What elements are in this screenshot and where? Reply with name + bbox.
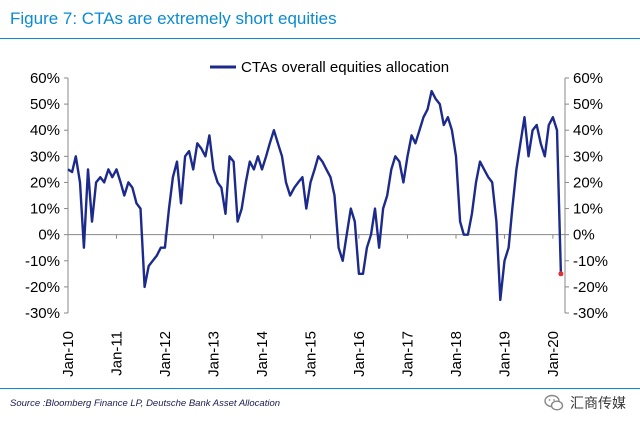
x-tick-label: Jan-10 (60, 331, 77, 377)
y-tick-label: 60% (30, 70, 60, 87)
x-tick-label: Jan-12 (157, 331, 174, 377)
latest-point (558, 271, 564, 277)
y-tick-label: -20% (25, 279, 60, 296)
x-tick-label: Jan-16 (351, 331, 368, 377)
y-tick-label-right: -10% (573, 253, 608, 270)
y-tick-label: 50% (30, 96, 60, 113)
series-group (67, 89, 564, 302)
page-title: Figure 7: CTAs are extremely short equit… (10, 9, 337, 28)
x-tick-label: Jan-11 (108, 331, 125, 376)
y-tick-label: -30% (25, 305, 60, 322)
x-tick-label: Jan-14 (254, 331, 271, 377)
x-tick-labels: Jan-10 Jan-11 Jan-12 Jan-13 Jan-14 Jan-15 Jan-… (60, 331, 562, 377)
legend-label: CTAs overall equities allocation (241, 59, 449, 76)
y-tick-label-right: 30% (573, 148, 603, 165)
watermark: 汇商传媒 (544, 388, 626, 418)
x-tick-label: Jan-20 (545, 331, 562, 377)
line-chart: 60% 50% 40% 30% 20% 10% 0% -10% -20% -30% 60% 50% 4… (25, 59, 608, 377)
left-y-tick-labels: 60% 50% 40% 30% 20% 10% 0% -10% -20% -30% (25, 70, 60, 322)
x-tick-label: Jan-13 (206, 331, 223, 377)
x-tick-label: Jan-17 (400, 331, 417, 377)
y-tick-label-right: 40% (573, 122, 603, 139)
x-tick-label: Jan-15 (302, 331, 319, 377)
source-note: Source :Bloomberg Finance LP, Deutsche B… (10, 398, 281, 409)
chart-legend: CTAs overall equities allocation (210, 59, 449, 76)
x-tick-label: Jan-18 (448, 331, 465, 377)
y-tick-label: -10% (25, 253, 60, 270)
y-tick-label: 10% (30, 201, 60, 218)
y-tick-label: 40% (30, 122, 60, 139)
series-line (67, 89, 563, 302)
footer-divider (0, 388, 640, 389)
y-tick-label-right: 60% (573, 70, 603, 87)
wechat-logo-icon (544, 394, 564, 411)
x-tick-label: Jan-19 (496, 331, 513, 377)
y-tick-label-right: 0% (573, 227, 595, 244)
y-tick-label: 30% (30, 148, 60, 165)
y-tick-label-right: 50% (573, 96, 603, 113)
title-divider (0, 38, 640, 39)
chart-axes (64, 77, 569, 314)
y-tick-label-right: 20% (573, 174, 603, 191)
y-tick-label: 20% (30, 174, 60, 191)
y-tick-label-right: 10% (573, 201, 603, 218)
y-tick-label: 0% (38, 227, 60, 244)
y-tick-label-right: -30% (573, 305, 608, 322)
right-y-tick-labels: 60% 50% 40% 30% 20% 10% 0% -10% -20% -30% (573, 70, 608, 322)
watermark-text: 汇商传媒 (570, 395, 626, 411)
y-tick-label-right: -20% (573, 279, 608, 296)
